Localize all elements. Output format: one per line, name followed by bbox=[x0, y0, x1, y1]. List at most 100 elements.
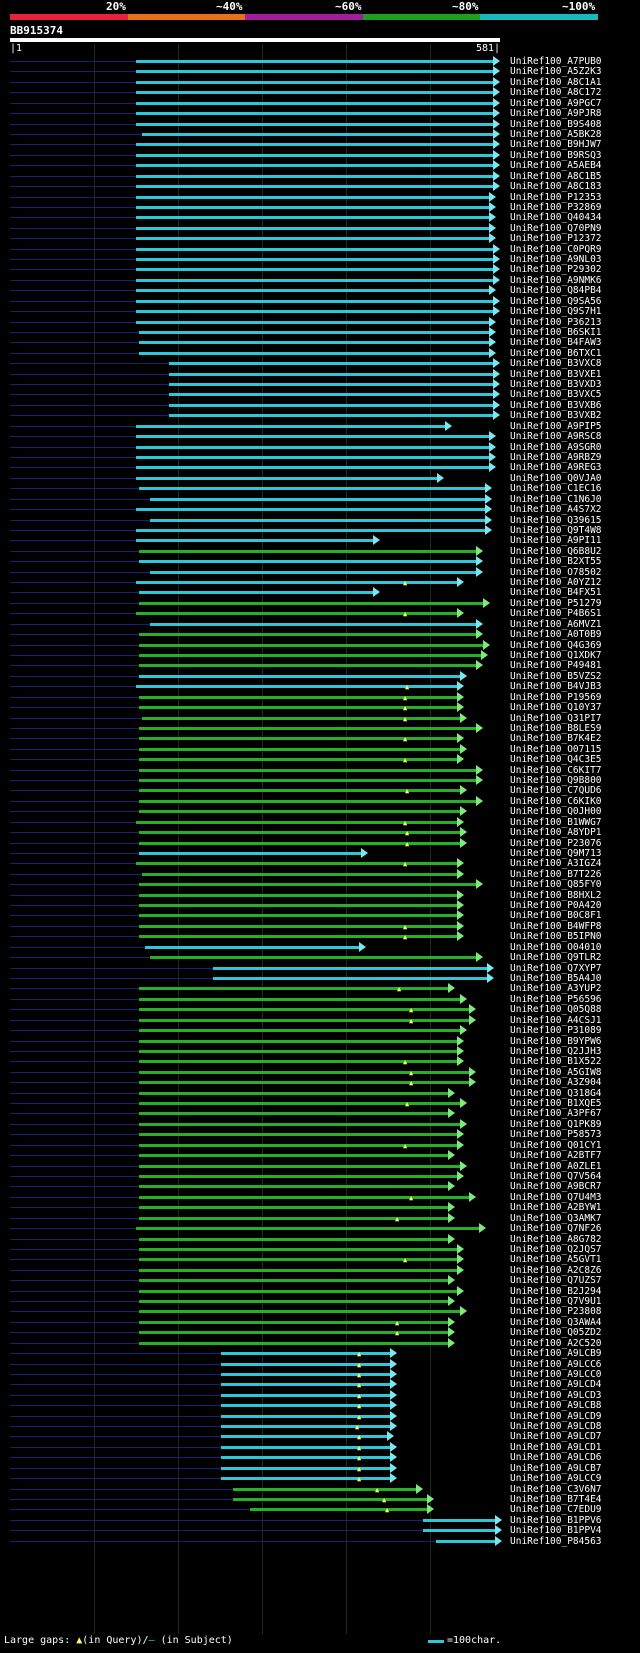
hit-label[interactable]: UniRef100_B1PPV4 bbox=[510, 1525, 602, 1537]
hit-row[interactable]: UniRef100_Q1XDK7 bbox=[0, 649, 640, 661]
hit-label[interactable]: UniRef100_B9HJW7 bbox=[510, 139, 602, 151]
hit-row[interactable]: ▲ UniRef100_B5IPN0 bbox=[0, 931, 640, 942]
hit-label[interactable]: UniRef100_A2C8Z6 bbox=[510, 1264, 602, 1276]
hit-label[interactable]: UniRef100_Q7XYP7 bbox=[510, 962, 602, 974]
hit-label[interactable]: UniRef100_A5GVT1 bbox=[510, 1254, 602, 1266]
hit-label[interactable]: UniRef100_Q9B800 bbox=[510, 775, 602, 786]
hit-row[interactable]: UniRef100_A3PF67 bbox=[0, 1108, 640, 1119]
hit-label[interactable]: UniRef100_A9PGC7 bbox=[510, 97, 602, 109]
hit-label[interactable]: UniRef100_P36213 bbox=[510, 316, 602, 328]
hit-label[interactable]: UniRef100_Q9T4W8 bbox=[510, 524, 602, 536]
hit-label[interactable]: UniRef100_B2J294 bbox=[510, 1285, 602, 1297]
hit-row[interactable]: ▲ UniRef100_C7QUD6 bbox=[0, 785, 640, 796]
hit-row[interactable]: ▲ UniRef100_B1WWG7 bbox=[0, 816, 640, 828]
hit-label[interactable]: UniRef100_A2BTF7 bbox=[510, 1150, 602, 1162]
hit-label[interactable]: UniRef100_A4CSJ1 bbox=[510, 1014, 602, 1026]
hit-row[interactable]: UniRef100_C6KIK0 bbox=[0, 795, 640, 807]
hit-label[interactable]: UniRef100_Q2JQS7 bbox=[510, 1243, 602, 1255]
hit-label[interactable]: UniRef100_C6KIT7 bbox=[510, 764, 602, 776]
hit-row[interactable]: ▲ UniRef100_B1XQE5 bbox=[0, 1098, 640, 1109]
hit-row[interactable]: UniRef100_A9BCR7 bbox=[0, 1181, 640, 1192]
hit-label[interactable]: UniRef100_A9LCD8 bbox=[510, 1421, 602, 1432]
hit-label[interactable]: UniRef100_B3VXC8 bbox=[510, 358, 602, 370]
hit-label[interactable]: UniRef100_Q1XDK7 bbox=[510, 649, 602, 661]
hit-row[interactable]: ▲ UniRef100_P23076 bbox=[0, 837, 640, 849]
hit-label[interactable]: UniRef100_C7QUD6 bbox=[510, 785, 602, 797]
hit-label[interactable]: UniRef100_B3VXB2 bbox=[510, 410, 602, 422]
hit-label[interactable]: UniRef100_A8YDP1 bbox=[510, 827, 602, 839]
hit-row[interactable]: UniRef100_P32869 bbox=[0, 201, 640, 213]
hit-label[interactable]: UniRef100_Q05ZD2 bbox=[510, 1327, 602, 1339]
hit-row[interactable]: UniRef100_B5VZS2 bbox=[0, 670, 640, 682]
hit-label[interactable]: UniRef100_A7PUB0 bbox=[510, 56, 602, 67]
hit-label[interactable]: UniRef100_A9LCC0 bbox=[510, 1368, 602, 1380]
hit-row[interactable]: UniRef100_B6SKI1 bbox=[0, 326, 640, 338]
hit-label[interactable]: UniRef100_A3Z904 bbox=[510, 1077, 602, 1089]
hit-row[interactable]: UniRef100_B9RSQ3 bbox=[0, 149, 640, 161]
hit-label[interactable]: UniRef100_A9NMK6 bbox=[510, 274, 602, 286]
hit-row[interactable]: UniRef100_P31089 bbox=[0, 1025, 640, 1036]
hit-label[interactable]: UniRef100_B4WFP8 bbox=[510, 920, 602, 932]
hit-label[interactable]: UniRef100_B3VXB6 bbox=[510, 399, 602, 411]
hit-row[interactable]: UniRef100_Q7V9U1 bbox=[0, 1296, 640, 1307]
hit-row[interactable]: UniRef100_Q7UZS7 bbox=[0, 1275, 640, 1286]
hit-label[interactable]: UniRef100_C7EDU9 bbox=[510, 1504, 602, 1516]
hit-row[interactable]: UniRef100_Q2JQS7 bbox=[0, 1243, 640, 1255]
hit-row[interactable]: ▲ UniRef100_C3V6N7 bbox=[0, 1483, 640, 1495]
hit-label[interactable]: UniRef100_A9RBZ9 bbox=[510, 452, 602, 463]
hit-row[interactable]: UniRef100_O78502 bbox=[0, 566, 640, 578]
hit-label[interactable]: UniRef100_Q2JJH3 bbox=[510, 1045, 602, 1057]
hit-row[interactable]: UniRef100_Q7XYP7 bbox=[0, 962, 640, 974]
hit-label[interactable]: UniRef100_B7T4E4 bbox=[510, 1494, 602, 1505]
hit-row[interactable]: UniRef100_A7PUB0 bbox=[0, 56, 640, 67]
hit-row[interactable]: ▲ UniRef100_Q05ZD2 bbox=[0, 1327, 640, 1338]
hit-label[interactable]: UniRef100_P12372 bbox=[510, 233, 602, 245]
hit-label[interactable]: UniRef100_B4VJB3 bbox=[510, 681, 602, 693]
hit-row[interactable]: ▲ UniRef100_B4WFP8 bbox=[0, 920, 640, 932]
hit-row[interactable]: UniRef100_Q9B800 bbox=[0, 775, 640, 786]
hit-row[interactable]: UniRef100_A9PIP5 bbox=[0, 420, 640, 432]
hit-row[interactable]: UniRef100_Q70PN9 bbox=[0, 222, 640, 234]
hit-label[interactable]: UniRef100_C6KIK0 bbox=[510, 795, 602, 807]
hit-label[interactable]: UniRef100_Q7V564 bbox=[510, 1170, 602, 1182]
hit-row[interactable]: UniRef100_A8C172 bbox=[0, 87, 640, 98]
hit-row[interactable]: ▲ UniRef100_Q7U4M3 bbox=[0, 1191, 640, 1203]
hit-row[interactable]: UniRef100_P84563 bbox=[0, 1535, 640, 1547]
hit-row[interactable]: UniRef100_P49481 bbox=[0, 660, 640, 671]
hit-row[interactable]: UniRef100_O07115 bbox=[0, 743, 640, 755]
hit-row[interactable]: UniRef100_Q6B8U2 bbox=[0, 545, 640, 557]
hit-label[interactable]: UniRef100_A3PF67 bbox=[510, 1108, 602, 1120]
hit-row[interactable]: UniRef100_Q2JJH3 bbox=[0, 1045, 640, 1057]
hit-row[interactable]: UniRef100_Q318G4 bbox=[0, 1087, 640, 1099]
hit-row[interactable]: UniRef100_Q9T4W8 bbox=[0, 524, 640, 536]
hit-row[interactable]: UniRef100_A9RBZ9 bbox=[0, 452, 640, 463]
hit-row[interactable]: UniRef100_O04010 bbox=[0, 941, 640, 953]
hit-label[interactable]: UniRef100_B3VXD3 bbox=[510, 379, 602, 390]
hit-label[interactable]: UniRef100_B1XQE5 bbox=[510, 1098, 602, 1109]
hit-label[interactable]: UniRef100_B4FAW3 bbox=[510, 337, 602, 349]
hit-label[interactable]: UniRef100_B9YPW6 bbox=[510, 1035, 602, 1047]
hit-row[interactable]: ▲ UniRef100_P4B6S1 bbox=[0, 608, 640, 619]
hit-row[interactable]: UniRef100_P12353 bbox=[0, 191, 640, 203]
hit-label[interactable]: UniRef100_A9NL03 bbox=[510, 254, 602, 265]
hit-label[interactable]: UniRef100_P4B6S1 bbox=[510, 608, 602, 620]
hit-label[interactable]: UniRef100_A8C1A1 bbox=[510, 76, 602, 88]
hit-row[interactable]: ▲ UniRef100_A3IGZ4 bbox=[0, 858, 640, 869]
hit-label[interactable]: UniRef100_C3V6N7 bbox=[510, 1483, 602, 1495]
hit-label[interactable]: UniRef100_B1WWG7 bbox=[510, 816, 602, 828]
hit-row[interactable]: UniRef100_Q0VJA0 bbox=[0, 472, 640, 484]
hit-label[interactable]: UniRef100_A9LCD6 bbox=[510, 1452, 602, 1464]
hit-row[interactable]: UniRef100_P58573 bbox=[0, 1129, 640, 1140]
hit-label[interactable]: UniRef100_B7T226 bbox=[510, 868, 602, 880]
hit-row[interactable]: UniRef100_B9S408 bbox=[0, 118, 640, 130]
hit-row[interactable]: UniRef100_Q7NF26 bbox=[0, 1223, 640, 1234]
hit-label[interactable]: UniRef100_B1PPV6 bbox=[510, 1514, 602, 1526]
hit-row[interactable]: ▲ UniRef100_Q3AMK7 bbox=[0, 1212, 640, 1224]
hit-row[interactable]: ▲ UniRef100_A9LCD6 bbox=[0, 1452, 640, 1463]
hit-label[interactable]: UniRef100_A9LCD1 bbox=[510, 1441, 602, 1453]
hit-label[interactable]: UniRef100_B3VXC5 bbox=[510, 389, 602, 401]
hit-row[interactable]: UniRef100_Q1PK89 bbox=[0, 1118, 640, 1130]
hit-label[interactable]: UniRef100_B8LES9 bbox=[510, 722, 602, 734]
hit-label[interactable]: UniRef100_B6SKI1 bbox=[510, 326, 602, 338]
hit-row[interactable]: UniRef100_A9RSC8 bbox=[0, 431, 640, 442]
